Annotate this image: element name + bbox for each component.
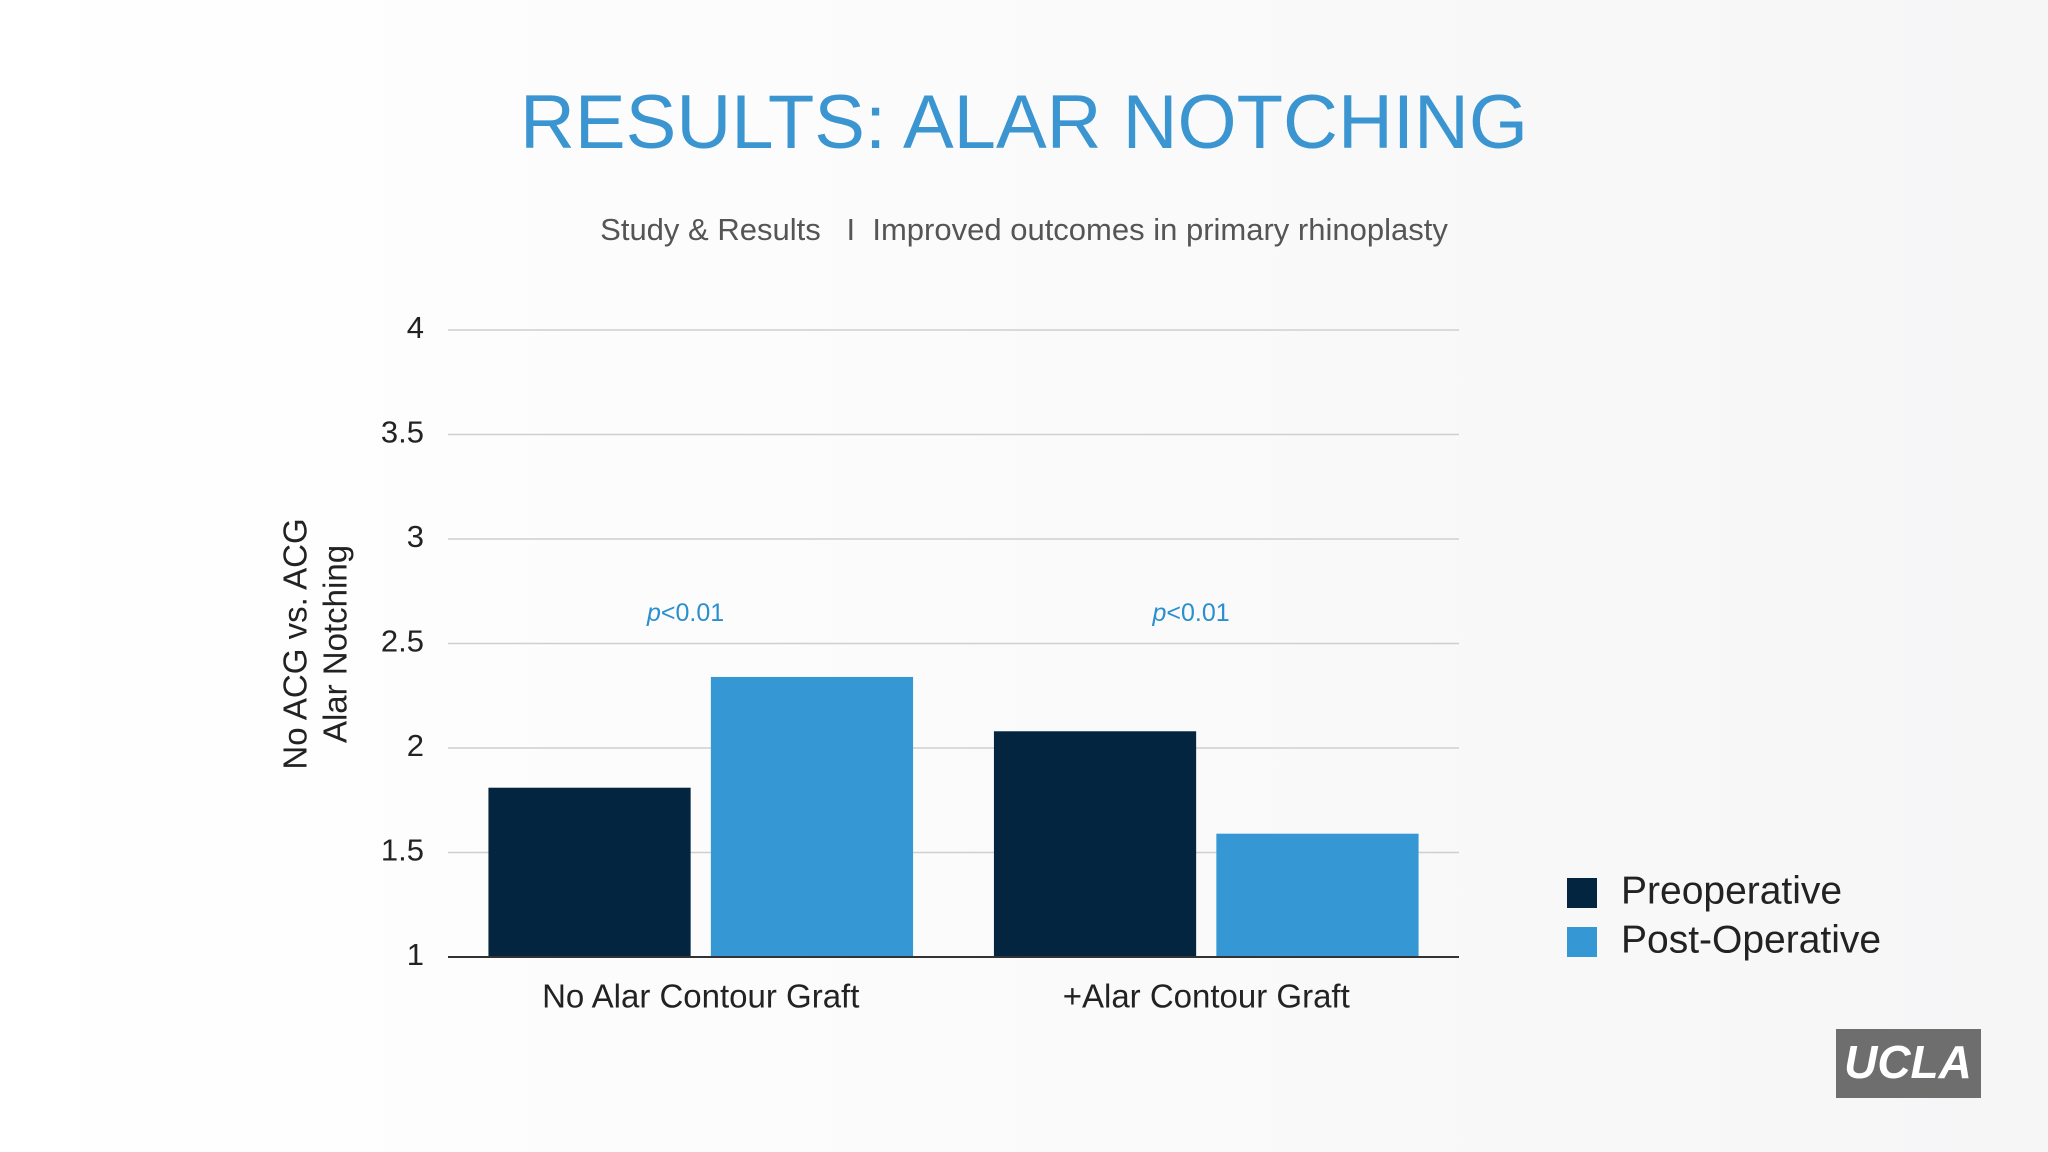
y-tick-label: 3.5 — [381, 415, 424, 450]
logo: UCLA — [1844, 1036, 1972, 1088]
bar — [1216, 833, 1419, 957]
bar — [993, 731, 1197, 957]
y-tick-label: 1.5 — [381, 833, 424, 868]
annotation: p<0.01 — [646, 599, 724, 627]
x-tick-label: No Alar Contour Graft — [542, 978, 859, 1015]
y-axis-label-line: No ACG vs. ACG — [277, 518, 314, 769]
bar — [488, 787, 691, 957]
y-axis-label-line: Alar Notching — [317, 545, 354, 743]
legend-label: Post-Operative — [1621, 918, 1881, 961]
legend-swatch — [1567, 878, 1597, 908]
y-tick-label: 4 — [407, 310, 424, 345]
y-axis-label: No ACG vs. ACG Alar Notching — [277, 518, 354, 769]
annotation-emphasis: p — [646, 599, 661, 627]
x-tick-label: +Alar Contour Graft — [1063, 978, 1350, 1015]
legend-swatch — [1567, 927, 1597, 957]
chart-subtitle: Study & Results I Improved outcomes in p… — [600, 212, 1448, 247]
y-tick-label: 2.5 — [381, 624, 424, 659]
annotation-text: <0.01 — [1166, 599, 1229, 627]
logo-box — [1836, 1029, 1981, 1098]
y-tick-label: 3 — [407, 519, 424, 554]
legend-label: Preoperative — [1621, 869, 1842, 912]
annotation-emphasis: p — [1151, 599, 1166, 627]
y-tick-label: 2 — [407, 728, 424, 763]
y-tick-label: 1 — [407, 937, 424, 972]
bar — [710, 676, 914, 957]
annotation: p<0.01 — [1151, 599, 1229, 627]
chart-title: RESULTS: ALAR NOTCHING — [520, 80, 1528, 165]
annotation-text: <0.01 — [661, 599, 724, 627]
